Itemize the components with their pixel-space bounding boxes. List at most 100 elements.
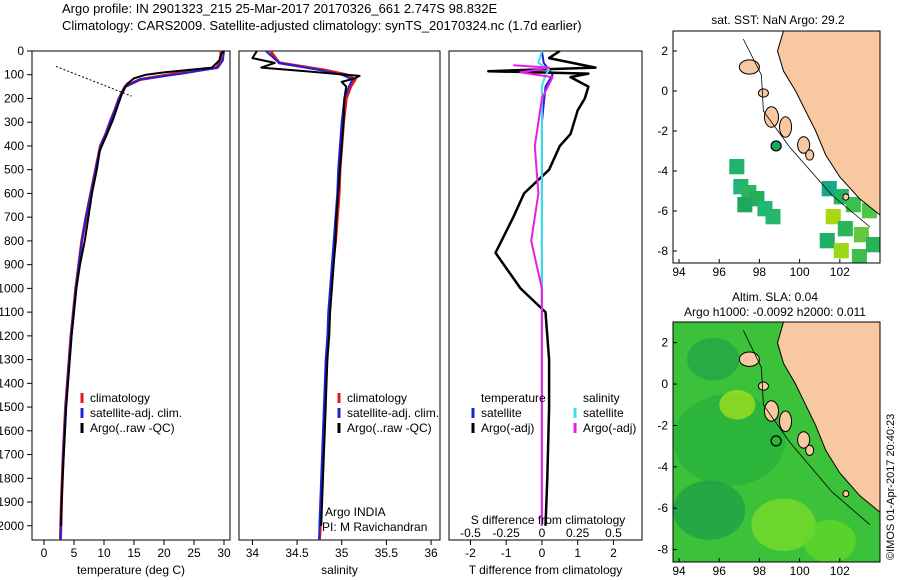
y-tick-label: 100 — [4, 68, 24, 82]
x-tick-label: 25 — [187, 546, 201, 560]
island — [779, 116, 793, 138]
y-tick-label: 600 — [4, 186, 24, 200]
map-x-tick-label: 98 — [753, 564, 767, 578]
legend-label: climatology — [90, 391, 150, 405]
temperature-series-satellite-adj-clim- — [59, 50, 225, 541]
island — [738, 351, 760, 367]
y-tick-label: 1200 — [0, 329, 24, 343]
map-x-tick-label: 94 — [672, 265, 686, 279]
sst-cell — [837, 221, 853, 237]
difference-legend-label: Argo(-adj) — [481, 421, 534, 435]
map-y-tick-label: 0 — [661, 377, 668, 391]
sla-anomaly-patch — [687, 337, 740, 381]
temperature-xlabel: temperature (deg C) — [77, 563, 185, 577]
island — [738, 59, 760, 75]
y-tick-label: 900 — [4, 258, 24, 272]
x-tick-label: 30 — [217, 546, 231, 560]
shelf-contour — [742, 38, 871, 228]
island — [757, 381, 769, 391]
difference-top-tick-label: 0.25 — [566, 526, 590, 540]
salinity-panel: 34 34.5 35 35.5 36 salinity — [238, 50, 441, 577]
sumatra-land — [776, 322, 880, 513]
sst-cell — [819, 233, 835, 249]
map-x-tick-label: 102 — [830, 564, 850, 578]
y-tick-label: 1100 — [0, 305, 24, 319]
map-y-tick-label: -4 — [657, 164, 668, 178]
sla-anomaly-patch — [673, 393, 786, 486]
map-x-tick-label: 100 — [790, 265, 810, 279]
sst-map-title: sat. SST: NaN Argo: 29.2 — [711, 13, 845, 27]
sla-map-title: Altim. SLA: 0.04 — [732, 290, 818, 304]
salinity-annotation-pi: PI: M Ravichandran — [322, 520, 427, 534]
sla-anomaly-patch — [673, 480, 746, 540]
x-tick-label: -2 — [465, 546, 476, 560]
y-tick-label: 2000 — [0, 519, 24, 533]
temperature-frame — [31, 50, 231, 541]
salinity-xlabel: salinity — [321, 563, 358, 577]
salinity-frame — [238, 50, 441, 541]
island — [779, 410, 793, 433]
legend-label: Argo(..raw -QC) — [347, 421, 432, 435]
island — [797, 431, 811, 449]
shelf-contour — [742, 330, 871, 526]
x-tick-label: 15 — [127, 546, 141, 560]
y-tick-label: 1000 — [0, 281, 24, 295]
map-y-tick-label: -6 — [657, 204, 668, 218]
x-tick-label: 36 — [424, 546, 438, 560]
map-y-tick-label: -2 — [657, 418, 668, 432]
y-tick-label: 300 — [4, 115, 24, 129]
sst-cell — [765, 209, 781, 225]
legend-label: climatology — [347, 391, 407, 405]
difference-legend-label: satellite — [583, 406, 624, 420]
sst-cell — [833, 243, 849, 259]
map-x-tick-label: 100 — [790, 564, 810, 578]
island — [763, 400, 780, 422]
difference-frame — [448, 50, 643, 541]
difference-top-label: S difference from climatology — [471, 513, 626, 527]
argo-float-marker — [770, 435, 782, 447]
map-x-tick-label: 102 — [830, 265, 850, 279]
difference-legend-label: Argo(-adj) — [583, 421, 636, 435]
island — [842, 490, 850, 498]
x-tick-label: 10 — [97, 546, 111, 560]
salinity-annotation-float: Argo INDIA — [325, 505, 386, 519]
sst-cell — [851, 249, 867, 263]
sst-cell — [729, 159, 745, 175]
temperature-series-climatology — [59, 50, 223, 541]
sumatra-land — [776, 31, 880, 216]
y-tick-label: 400 — [4, 139, 24, 153]
y-tick-label: 500 — [4, 163, 24, 177]
y-tick-label: 700 — [4, 210, 24, 224]
x-tick-label: 0 — [41, 546, 48, 560]
x-tick-label: 1 — [574, 546, 581, 560]
legend-label: Argo(..raw -QC) — [90, 421, 175, 435]
island — [805, 444, 815, 456]
sla-anomaly-patch — [751, 498, 816, 552]
sst-cell — [737, 197, 753, 213]
map-y-tick-label: -6 — [657, 501, 668, 515]
x-tick-label: 35 — [335, 546, 349, 560]
sla_map-frame — [672, 321, 881, 563]
sst_map-frame — [672, 30, 881, 264]
map-x-tick-label: 98 — [753, 265, 767, 279]
temperature-panel: 0 5 10 15 20 25 300100200300400500600700800900… — [0, 44, 231, 577]
difference-legend-salinity-header: salinity — [583, 391, 620, 405]
island — [757, 88, 769, 98]
difference-series-3 — [513, 64, 554, 526]
difference-top-tick-label: -0.25 — [493, 526, 521, 540]
map-y-tick-label: 2 — [661, 336, 668, 350]
sst-cell — [825, 209, 841, 225]
sla-anomaly-patch — [719, 389, 756, 420]
map-x-tick-label: 94 — [672, 564, 686, 578]
island — [763, 106, 780, 128]
legend-label: satellite-adj. clim. — [347, 406, 439, 420]
sst_map-panel: 94 96 98 100 102 2 0 -2 -4 -6 -8 — [657, 30, 881, 279]
map-y-tick-label: -4 — [657, 460, 668, 474]
map-y-tick-label: 2 — [661, 44, 668, 58]
difference-top-tick-label: 0 — [539, 526, 546, 540]
map-x-tick-label: 96 — [713, 265, 727, 279]
x-tick-label: 34.5 — [285, 546, 309, 560]
y-tick-label: 1600 — [0, 424, 24, 438]
sla_map-content — [673, 322, 880, 562]
